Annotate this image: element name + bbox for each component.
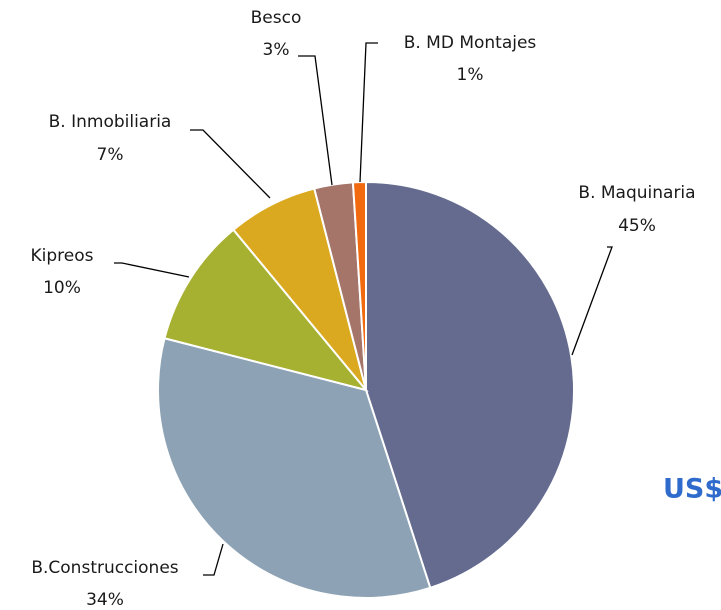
data-label-name: B. MD Montajes [404, 33, 537, 53]
data-label-name: B. Inmobiliaria [49, 112, 172, 132]
leader-line [571, 246, 613, 356]
leader-line [203, 543, 224, 576]
leader-line [359, 42, 378, 183]
data-label-name: B.Construcciones [31, 558, 178, 578]
leader-line [114, 262, 190, 278]
pie-slice [157, 337, 432, 599]
annotation: US$ [663, 474, 721, 505]
leader-line [298, 55, 333, 186]
data-label-name: B. Maquinaria [578, 183, 695, 203]
data-label-value: 10% [43, 278, 81, 298]
data-label-value: 45% [618, 216, 656, 236]
leader-line [190, 129, 271, 199]
data-label-name: Besco [251, 8, 302, 28]
pie-slice [163, 228, 369, 392]
pie-slice [365, 180, 575, 590]
pie-slice [351, 180, 367, 391]
data-label-value: 34% [86, 590, 124, 610]
data-label-name: Kipreos [31, 246, 94, 266]
data-label-value: 7% [97, 145, 124, 165]
data-label-value: 1% [457, 65, 484, 85]
data-label-value: 3% [263, 40, 290, 60]
